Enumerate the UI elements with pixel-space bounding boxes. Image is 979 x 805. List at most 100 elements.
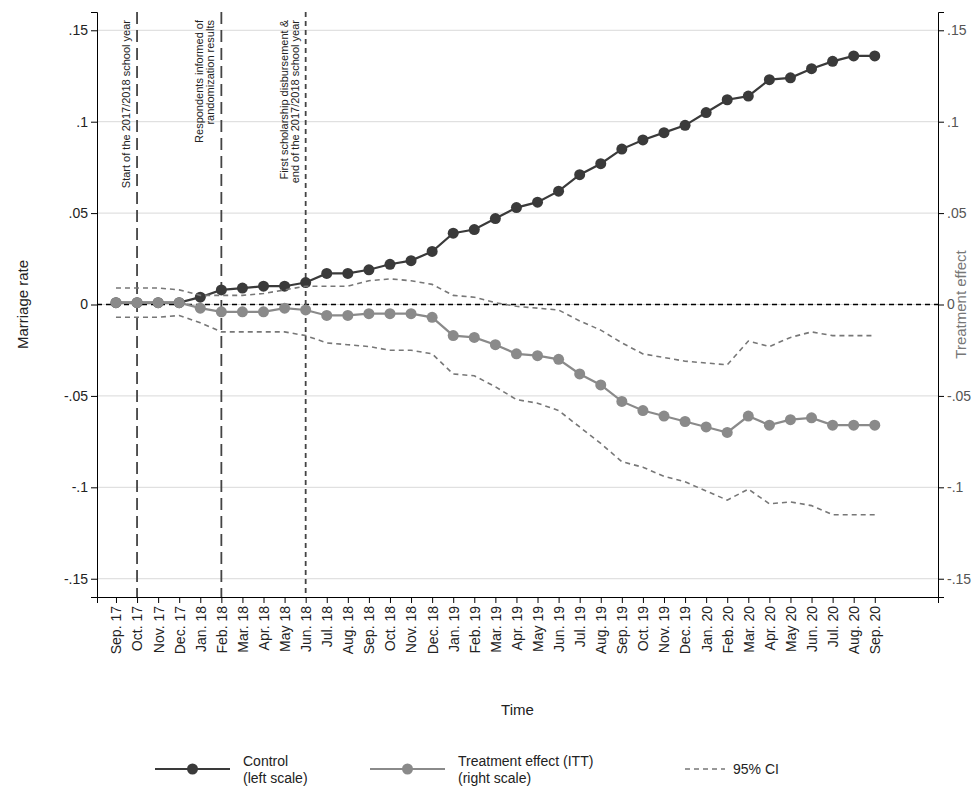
- y-tick-label: 0: [80, 296, 88, 312]
- marker: [384, 308, 395, 319]
- marker: [469, 332, 480, 343]
- y-tick-mark: [91, 579, 97, 580]
- marker: [511, 202, 522, 213]
- x-tick: Oct. 17: [129, 597, 145, 651]
- x-tick-mark: [748, 597, 749, 603]
- y-tick-label: -.05: [64, 388, 88, 404]
- annotation-text: randomization results: [204, 20, 216, 125]
- y-tick-mark: [91, 396, 97, 397]
- marker: [300, 304, 311, 315]
- x-tick-mark: [369, 597, 370, 603]
- marker: [806, 412, 817, 423]
- x-tick-mark: [453, 597, 454, 603]
- x-tick: Dec. 19: [677, 597, 693, 654]
- x-tick-label: May 18: [277, 606, 293, 652]
- x-tick: May 20: [783, 597, 799, 652]
- y2-tick-mark: [938, 487, 944, 488]
- legend-item: Control(left scale): [155, 753, 308, 786]
- marker: [321, 310, 332, 321]
- x-tick-label: Nov. 18: [403, 606, 419, 653]
- x-tick-mark: [559, 597, 560, 603]
- marker: [806, 63, 817, 74]
- x-tick-label: Dec. 18: [425, 606, 441, 654]
- x-tick-label: Jul. 20: [825, 606, 841, 647]
- x-tick-label: Oct. 17: [129, 606, 145, 651]
- x-tick-mark: [432, 597, 433, 603]
- marker: [595, 158, 606, 169]
- legend-marker: [402, 764, 413, 775]
- x-tick: Nov. 17: [151, 597, 167, 653]
- marker: [532, 197, 543, 208]
- ci-line: [116, 315, 875, 514]
- marker: [658, 127, 669, 138]
- marker: [258, 281, 269, 292]
- x-tick-label: Sep. 20: [867, 606, 883, 654]
- x-tick: Jul. 18: [319, 597, 335, 647]
- y2-tick-label: -.15: [947, 571, 971, 587]
- x-tick-label: Dec. 17: [172, 606, 188, 654]
- y2-tick-label: -.05: [947, 388, 971, 404]
- x-tick-mark: [306, 597, 307, 603]
- marker: [110, 297, 121, 308]
- x-tick-label: Feb. 19: [467, 606, 483, 654]
- marker: [153, 297, 164, 308]
- x-tick-label: Jun. 19: [551, 606, 567, 652]
- x-tick-mark: [812, 597, 813, 603]
- plot-area: [97, 12, 938, 597]
- ci-line: [116, 279, 875, 365]
- x-tick-label: Mar. 19: [488, 606, 504, 653]
- marker: [279, 303, 290, 314]
- grid-line: [97, 121, 938, 122]
- y-tick: -.1: [72, 479, 97, 495]
- marker: [701, 421, 712, 432]
- x-tick-label: Aug. 18: [340, 606, 356, 654]
- x-tick-label: Nov. 19: [656, 606, 672, 653]
- y-tick-mark: [91, 30, 97, 31]
- x-tick: Mar. 18: [235, 597, 251, 653]
- x-tick-mark: [601, 597, 602, 603]
- series-line: [116, 56, 875, 303]
- x-tick-label: Jun. 20: [804, 606, 820, 652]
- x-axis: Sep. 17Oct. 17Nov. 17Dec. 17Jan. 18Feb. …: [98, 597, 939, 654]
- x-tick: Jun. 20: [804, 597, 820, 652]
- marker: [743, 91, 754, 102]
- x-tick: Sep. 20: [867, 597, 883, 654]
- marker: [469, 224, 480, 235]
- marker: [595, 379, 606, 390]
- x-tick-mark: [580, 597, 581, 603]
- x-tick: Jul. 20: [825, 597, 841, 647]
- x-tick: Jan. 20: [699, 597, 715, 652]
- marker: [216, 284, 227, 295]
- marker: [174, 297, 185, 308]
- y-tick: .1: [76, 114, 97, 130]
- y-tick: 0: [80, 296, 97, 312]
- x-tick: Sep. 18: [361, 597, 377, 654]
- y2-tick-label: -.1: [947, 479, 964, 495]
- x-tick: May 19: [530, 597, 546, 652]
- marker: [363, 308, 374, 319]
- marker: [637, 405, 648, 416]
- x-tick-mark: [516, 597, 517, 603]
- x-tick: Feb. 18: [214, 597, 230, 653]
- marker: [384, 259, 395, 270]
- marker: [406, 308, 417, 319]
- y-tick-mark: [91, 213, 97, 214]
- x-tick: Apr. 19: [509, 597, 525, 650]
- y-tick: .05: [69, 205, 97, 221]
- grid-line: [97, 395, 938, 396]
- y-tick-mark: [91, 305, 97, 306]
- marker: [785, 414, 796, 425]
- x-tick: Feb. 20: [720, 597, 736, 653]
- x-tick-mark: [242, 597, 243, 603]
- x-tick-label: Jan. 18: [193, 606, 209, 652]
- marker: [427, 246, 438, 257]
- marker: [574, 169, 585, 180]
- y2-axis-line: [939, 13, 945, 598]
- marker: [743, 411, 754, 422]
- x-tick: Dec. 17: [172, 597, 188, 654]
- marker: [110, 297, 121, 308]
- y2-tick: -.1: [938, 479, 964, 495]
- legend-item: Treatment effect (ITT)(right scale): [370, 753, 593, 786]
- y2-tick-mark: [938, 579, 944, 580]
- y2-tick-label: .05: [947, 205, 967, 221]
